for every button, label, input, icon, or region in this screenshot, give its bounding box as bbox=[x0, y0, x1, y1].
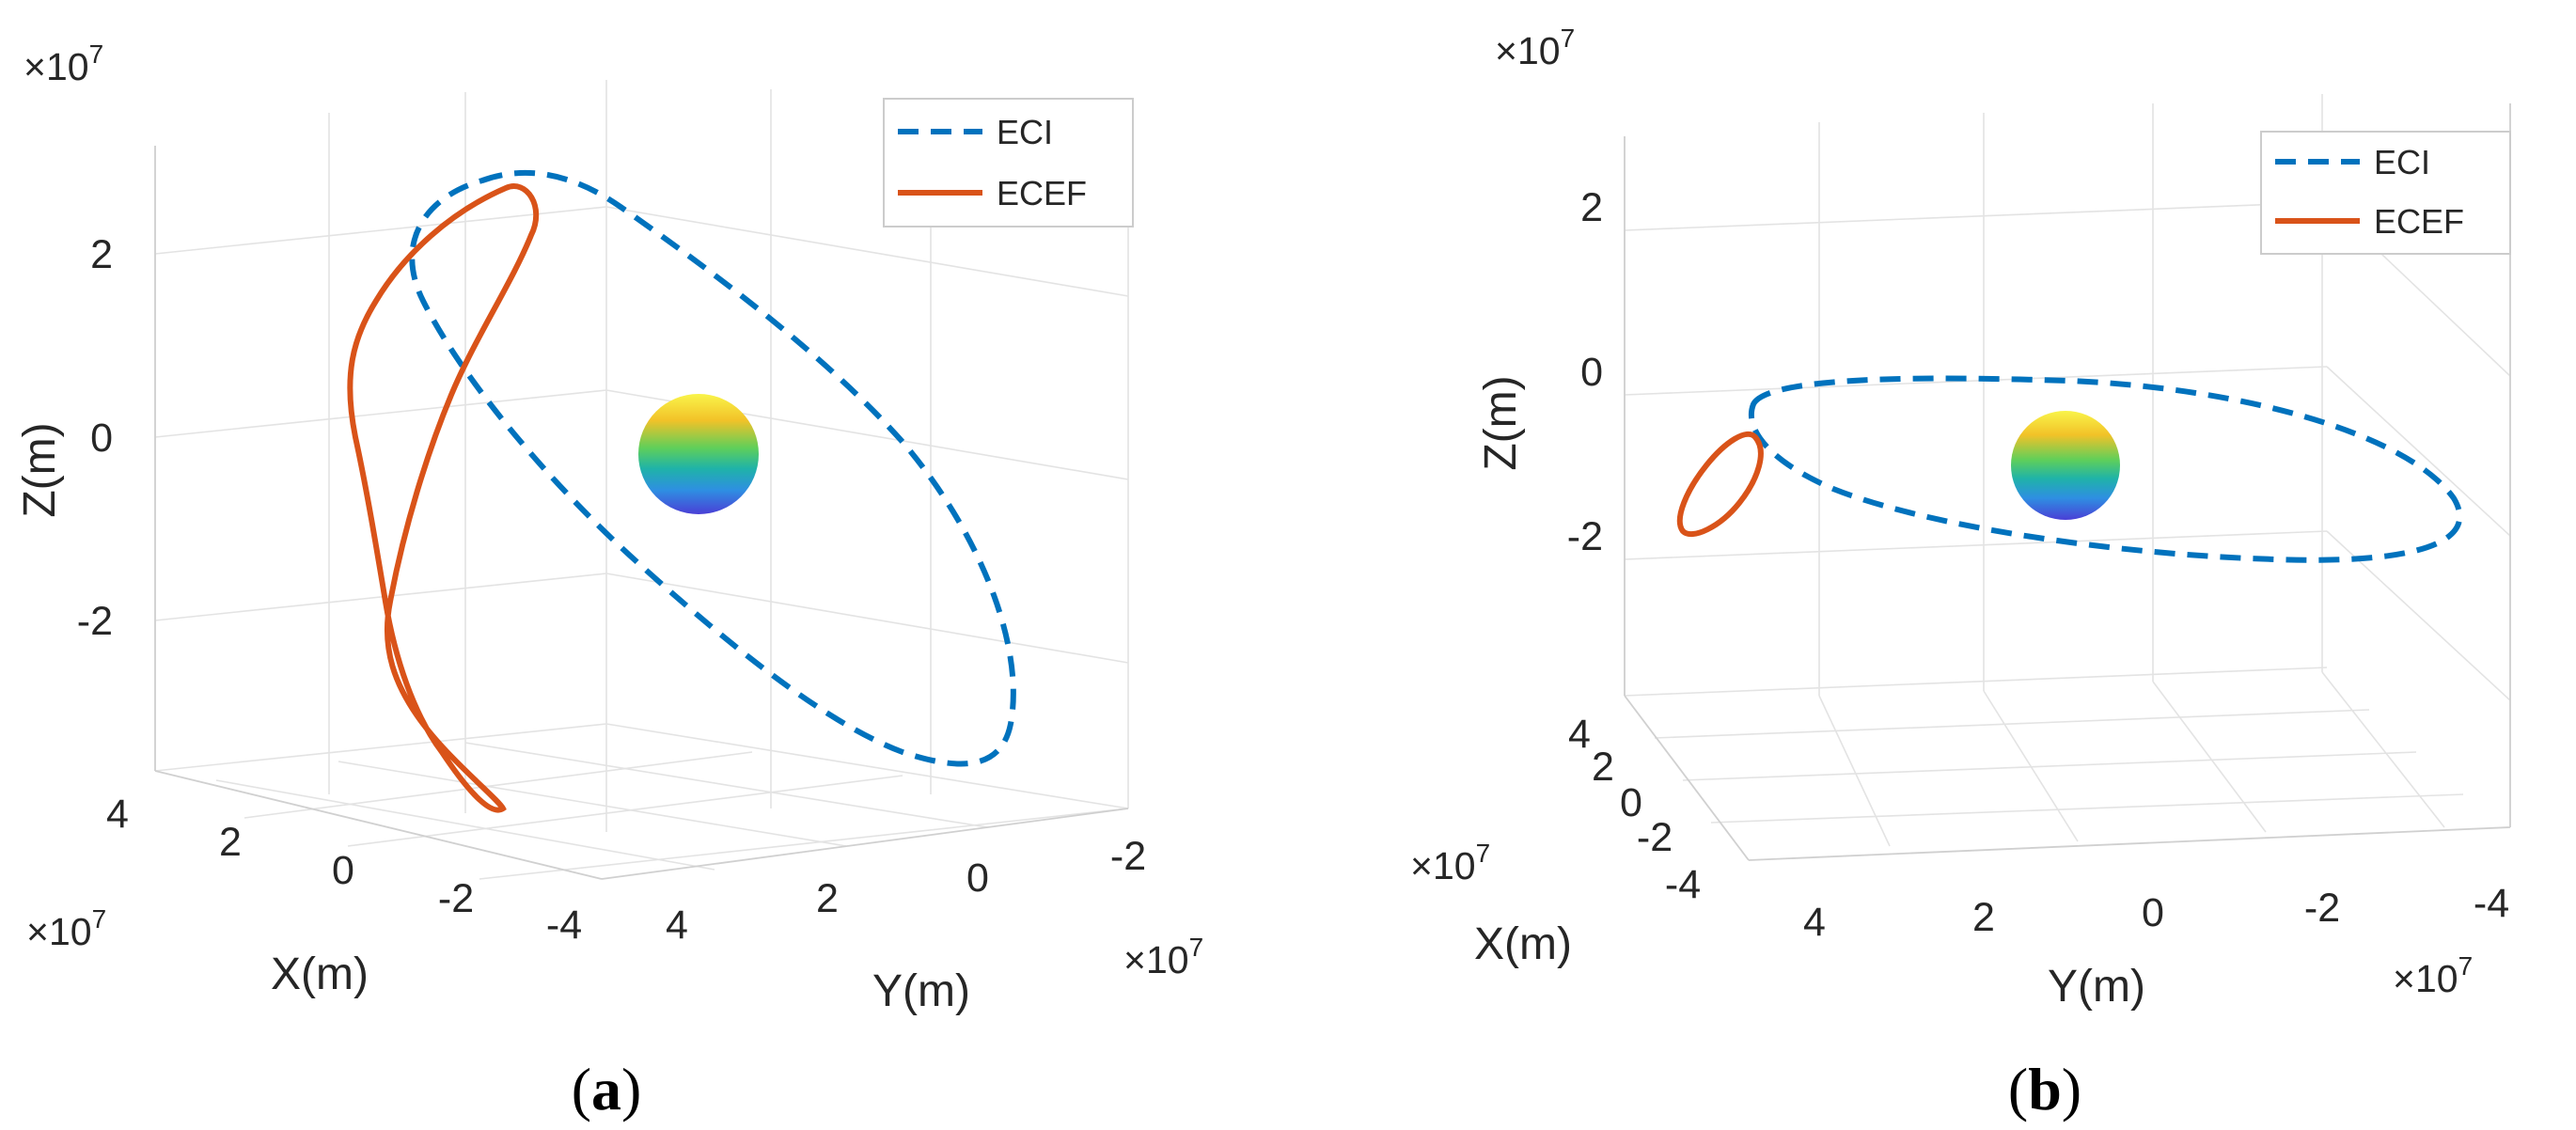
x-exponent-label-b: ×107 bbox=[1410, 839, 1490, 887]
z-tick-a: 2 bbox=[90, 232, 113, 277]
x-axis-label-a: X(m) bbox=[271, 950, 369, 999]
x-tick-b: 4 bbox=[1568, 712, 1591, 757]
x-tick-b: 0 bbox=[1620, 780, 1642, 825]
eci-orbit-a bbox=[409, 169, 1016, 767]
legend-a: ECI ECEF bbox=[883, 98, 1134, 228]
x-tick-b: -2 bbox=[1637, 815, 1673, 860]
y-tick-b: -4 bbox=[2474, 881, 2509, 926]
z-tick-a: -2 bbox=[77, 599, 113, 644]
x-tick-a: 2 bbox=[219, 820, 242, 865]
y-tick-b: 0 bbox=[2142, 890, 2164, 935]
z-exponent-label-a: ×107 bbox=[24, 39, 103, 88]
y-tick-a: -2 bbox=[1110, 834, 1146, 879]
x-tick-a: 4 bbox=[106, 792, 129, 837]
y-tick-b: 4 bbox=[1803, 900, 1826, 945]
ecef-track-b bbox=[1676, 431, 1764, 538]
x-tick-b: -4 bbox=[1665, 862, 1701, 907]
z-axis-a: 2 0 -2 Z(m) bbox=[15, 232, 113, 644]
legend-entry-eci-b: ECI bbox=[2374, 143, 2430, 181]
x-tick-a: 0 bbox=[332, 848, 354, 893]
legend-entry-eci-a: ECI bbox=[997, 113, 1053, 151]
y-tick-a: 0 bbox=[966, 855, 989, 901]
y-tick-b: 2 bbox=[1972, 895, 1995, 940]
legend-entry-ecef-a: ECEF bbox=[997, 174, 1087, 212]
y-exponent-label-a: ×107 bbox=[1123, 933, 1203, 981]
x-axis-a: 4 2 0 -2 -4 X(m) ×107 bbox=[26, 792, 582, 999]
z-axis-label-b: Z(m) bbox=[1476, 375, 1526, 470]
y-tick-a: 4 bbox=[666, 902, 688, 948]
panel-a: ×107 bbox=[15, 39, 1203, 1122]
y-exponent-label-b: ×107 bbox=[2393, 951, 2473, 1000]
x-axis-b: 4 2 0 -2 -4 X(m) ×107 bbox=[1410, 712, 1701, 969]
earth-sphere-b bbox=[2011, 411, 2120, 520]
panel-b: ×107 bbox=[1410, 24, 2511, 1122]
legend-entry-ecef-b: ECEF bbox=[2374, 202, 2464, 241]
y-axis-label-b: Y(m) bbox=[2048, 962, 2145, 1012]
x-tick-a: -4 bbox=[546, 902, 582, 948]
ecef-track-a bbox=[347, 183, 540, 813]
y-tick-a: 2 bbox=[816, 876, 839, 921]
z-axis-b: 2 0 -2 Z(m) bbox=[1476, 185, 1603, 559]
x-exponent-label-a: ×107 bbox=[26, 904, 106, 953]
z-tick-a: 0 bbox=[90, 416, 113, 461]
y-tick-b: -2 bbox=[2304, 886, 2340, 931]
z-tick-b: 2 bbox=[1580, 185, 1603, 230]
y-axis-label-a: Y(m) bbox=[872, 966, 970, 1016]
z-tick-b: 0 bbox=[1580, 350, 1603, 395]
earth-sphere-a bbox=[638, 394, 759, 514]
z-axis-label-a: Z(m) bbox=[15, 422, 65, 517]
caption-b: (b) bbox=[2008, 1056, 2081, 1122]
x-tick-a: -2 bbox=[438, 876, 474, 921]
legend-b: ECI ECEF bbox=[2260, 131, 2511, 255]
z-tick-b: -2 bbox=[1567, 514, 1603, 559]
caption-a: (a) bbox=[572, 1056, 642, 1122]
z-exponent-label-b: ×107 bbox=[1495, 24, 1575, 72]
y-axis-a: 4 2 0 -2 Y(m) ×107 bbox=[666, 834, 1203, 1016]
x-axis-label-b: X(m) bbox=[1474, 919, 1572, 969]
x-tick-b: 2 bbox=[1592, 745, 1614, 790]
eci-orbit-b bbox=[1748, 375, 2463, 563]
y-axis-b: 4 2 0 -2 -4 Y(m) ×107 bbox=[1803, 881, 2509, 1012]
